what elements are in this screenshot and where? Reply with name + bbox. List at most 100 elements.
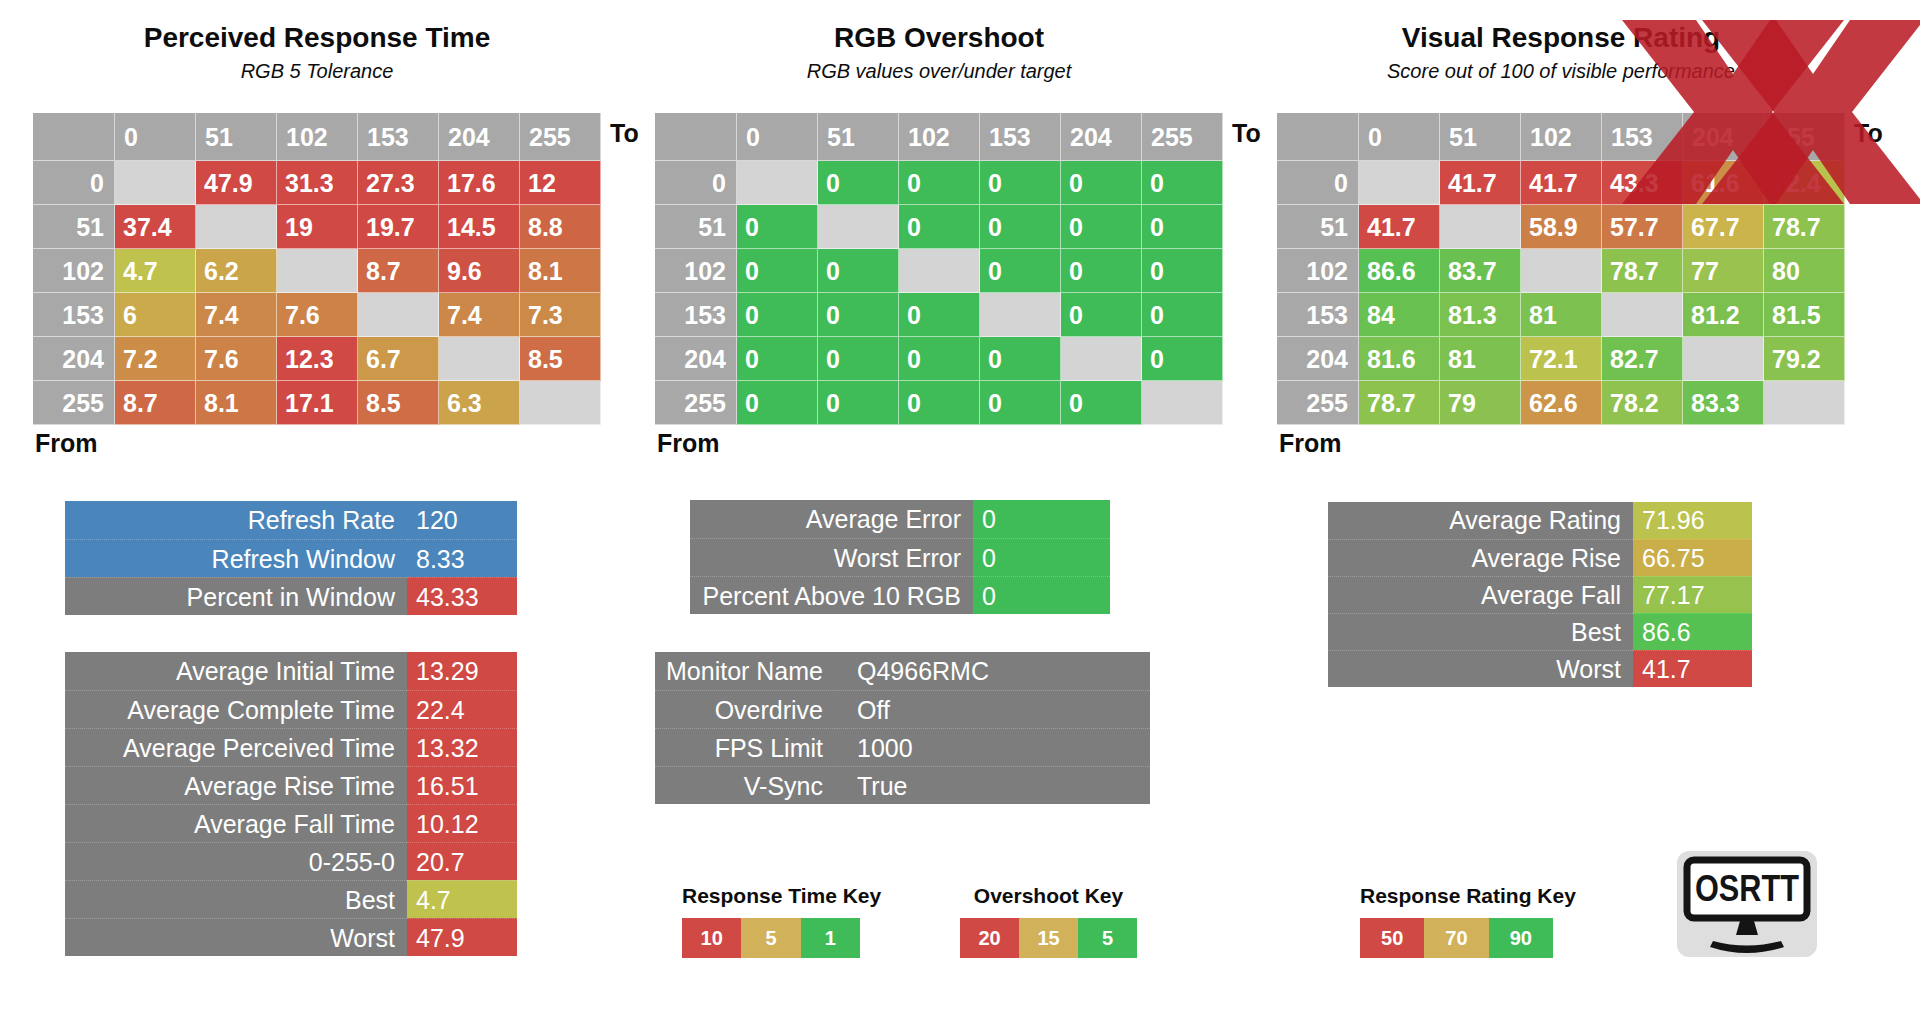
- summary-label: Average Fall Time: [65, 804, 407, 842]
- heatmap-grid: 051102153204255041.741.743.361.672.45141…: [1277, 113, 1845, 425]
- heatmap-cell: 0: [980, 205, 1061, 249]
- heatmap-row-header: 153: [1277, 293, 1359, 337]
- heatmap-col-header: 255: [520, 113, 601, 161]
- heatmap-row-header: 204: [33, 337, 115, 381]
- heatmap-col-header: 102: [899, 113, 980, 161]
- heatmap-cell: 78.7: [1764, 205, 1845, 249]
- summary-value: 0: [973, 500, 1110, 538]
- heatmap-cell: 8.7: [115, 381, 196, 425]
- heatmap-cell: 6.7: [358, 337, 439, 381]
- axis-label-from: From: [1279, 429, 1342, 458]
- monitor-icon: OSRTT: [1677, 851, 1817, 957]
- summary-row: Percent in Window43.33: [65, 577, 517, 615]
- summary-row: Worst Error0: [690, 538, 1110, 576]
- heatmap-cell: 8.7: [358, 249, 439, 293]
- summary-row: Average Error0: [690, 500, 1110, 538]
- monitor-stand: [1736, 921, 1758, 935]
- heatmap-cell: 0: [1061, 293, 1142, 337]
- heatmap-cell: [520, 381, 601, 425]
- heatmap-cell: [358, 293, 439, 337]
- heatmap-col-header: 51: [1440, 113, 1521, 161]
- heatmap-col-header: 51: [196, 113, 277, 161]
- heatmap-cell: 0: [1142, 249, 1223, 293]
- key-swatch: 50: [1360, 918, 1424, 958]
- heatmap-cell: 81.6: [1359, 337, 1440, 381]
- heatmap-cell: [1683, 337, 1764, 381]
- heatmap-col-header: 204: [439, 113, 520, 161]
- heatmap-cell: 84: [1359, 293, 1440, 337]
- heatmap-cell: 0: [737, 337, 818, 381]
- summary-value: 66.75: [1633, 539, 1752, 576]
- summary-label: Refresh Rate: [65, 501, 407, 539]
- heatmap-subtitle: Score out of 100 of visible performance: [1277, 60, 1845, 83]
- heatmap-cell: 67.7: [1683, 205, 1764, 249]
- summary-row: Percent Above 10 RGB0: [690, 576, 1110, 614]
- key-title: Overshoot Key: [960, 884, 1137, 908]
- heatmap-col-header: 0: [1359, 113, 1440, 161]
- heatmap-corner-cell: [1277, 113, 1359, 161]
- key-swatch: 10: [682, 918, 741, 958]
- heatmap-cell: 62.6: [1521, 381, 1602, 425]
- heatmap-cell: 78.7: [1602, 249, 1683, 293]
- heatmap-cell: 31.3: [277, 161, 358, 205]
- heatmap-cell: 17.1: [277, 381, 358, 425]
- key-swatch: 5: [1078, 918, 1137, 958]
- summary-value: Off: [835, 690, 1150, 728]
- summary-value: 8.33: [407, 539, 517, 577]
- monitor-base: [1710, 941, 1784, 953]
- summary-value: 0: [973, 576, 1110, 614]
- heatmap-cell: 7.2: [115, 337, 196, 381]
- heatmap-cell: [1359, 161, 1440, 205]
- summary-row: Average Rise66.75: [1328, 539, 1752, 576]
- summary-row: Refresh Rate120: [65, 501, 517, 539]
- summary-value: 120: [407, 501, 517, 539]
- heatmap-cell: 82.7: [1602, 337, 1683, 381]
- heatmap-cell: 0: [1142, 293, 1223, 337]
- summary-row: Refresh Window8.33: [65, 539, 517, 577]
- summary-label: Average Fall: [1328, 576, 1633, 613]
- heatmap-col-header: 102: [277, 113, 358, 161]
- heatmap-cell: 0: [899, 381, 980, 425]
- heatmap-cell: 0: [737, 205, 818, 249]
- key-swatch: 70: [1424, 918, 1488, 958]
- heatmap-cell: 43.3: [1602, 161, 1683, 205]
- heatmap-row-header: 0: [1277, 161, 1359, 205]
- summary-label: Refresh Window: [65, 539, 407, 577]
- heatmap-cell: 0: [1061, 381, 1142, 425]
- heatmap-cell: 37.4: [115, 205, 196, 249]
- summary-row: Monitor NameQ4966RMC: [655, 652, 1150, 690]
- heatmap-row-header: 204: [655, 337, 737, 381]
- heatmap-cell: 6.3: [439, 381, 520, 425]
- key-color-bar: 20155: [960, 918, 1137, 958]
- heatmap-row-header: 51: [1277, 205, 1359, 249]
- heatmap-cell: 0: [1142, 161, 1223, 205]
- summary-row: Worst41.7: [1328, 650, 1752, 687]
- heatmap-row-header: 255: [1277, 381, 1359, 425]
- heatmap-cell: [899, 249, 980, 293]
- panel-refresh-stats: Refresh Rate120Refresh Window8.33Percent…: [65, 501, 517, 615]
- heatmap-col-header: 153: [358, 113, 439, 161]
- key-swatch: 1: [801, 918, 860, 958]
- summary-label: Average Rating: [1328, 502, 1633, 539]
- summary-value: 86.6: [1633, 613, 1752, 650]
- heatmap-cell: 61.6: [1683, 161, 1764, 205]
- heatmap-cell: 81.3: [1440, 293, 1521, 337]
- heatmap-row-header: 153: [655, 293, 737, 337]
- heatmap-cell: [737, 161, 818, 205]
- panel-time-stats: Average Initial Time13.29Average Complet…: [65, 652, 517, 956]
- heatmap-cell: 4.7: [115, 249, 196, 293]
- heatmap-cell: 57.7: [1602, 205, 1683, 249]
- heatmap-cell: 72.1: [1521, 337, 1602, 381]
- summary-value: 20.7: [407, 842, 517, 880]
- heatmap-cell: 12.3: [277, 337, 358, 381]
- heatmap-col-header: 153: [980, 113, 1061, 161]
- heatmap-cell: [980, 293, 1061, 337]
- heatmap-cell: 0: [980, 381, 1061, 425]
- heatmap-cell: 6.2: [196, 249, 277, 293]
- summary-label: Monitor Name: [655, 652, 835, 690]
- heatmap-cell: 0: [1142, 337, 1223, 381]
- heatmap-cell: 0: [980, 161, 1061, 205]
- heatmap-row-header: 255: [33, 381, 115, 425]
- heatmap-cell: 17.6: [439, 161, 520, 205]
- heatmap-title: Visual Response Rating: [1277, 22, 1845, 54]
